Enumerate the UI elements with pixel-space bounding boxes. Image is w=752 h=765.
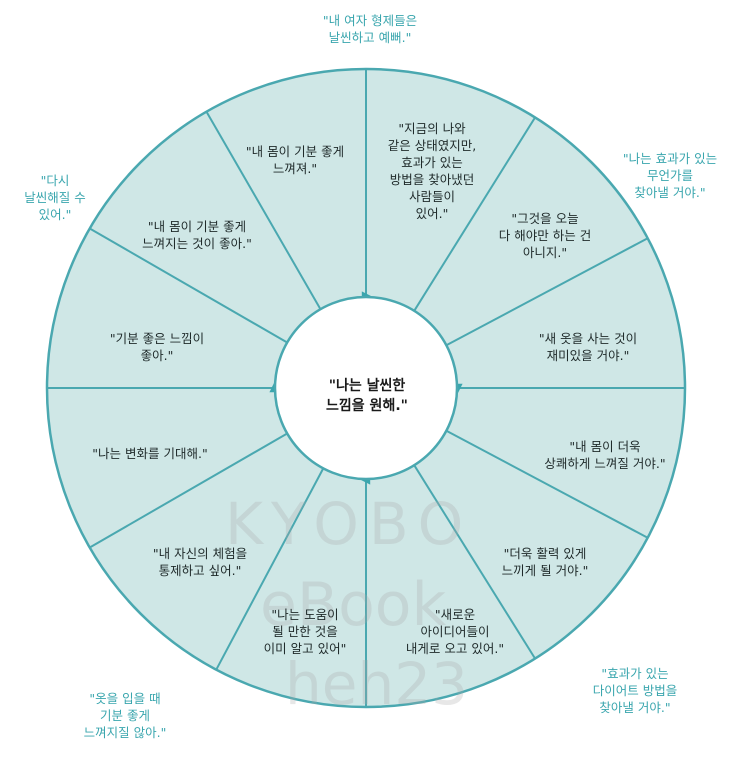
segment-12-text: "내 몸이 기분 좋게 느껴져."	[245, 144, 345, 176]
wheel-spoke-2	[413, 116, 536, 312]
wheel-spoke-6	[413, 464, 536, 660]
outer-quote-top-left: "다시 날씬해질 수 있어."	[24, 173, 86, 222]
watermark-kyobo: KYOBO	[225, 490, 474, 558]
outer-quote-top-right: "나는 효과가 있는 무언가를 찾아낼 거야."	[622, 151, 718, 200]
segment-8-text: "내 자신의 체험을 통제하고 싶어."	[152, 546, 248, 578]
segment-5-text: "더욱 활력 있게 느끼게 될 거야."	[501, 546, 589, 578]
wheel-spoke-8	[215, 467, 325, 671]
segment-7-text: "나는 도움이 될 만한 것을 이미 알고 있어"	[263, 607, 347, 656]
outer-quote-top: "내 여자 형제들은 날씬하고 예뻐."	[322, 13, 418, 45]
outer-quote-bottom-left: "옷을 입을 때 기분 좋게 느껴지질 않아."	[83, 691, 167, 740]
wheel-spoke-5	[445, 429, 649, 539]
wheel-spokes	[47, 69, 685, 707]
wheel-spoke-9	[89, 432, 288, 549]
segment-2-text: "그것을 오늘 다 해야만 하는 건 아니지."	[498, 211, 592, 260]
segment-10-text: "기분 좋은 느낌이 좋아."	[109, 331, 205, 363]
segment-1-text: "지금의 나와 같은 상태였지만, 효과가 있는 방법을 찾아냈던 사람들이 있…	[387, 121, 477, 221]
wheel-center-circle	[273, 295, 459, 481]
outer-quote-bottom-right: "효과가 있는 다이어트 방법을 찾아낼 거야."	[592, 666, 678, 715]
wheel-spoke-12	[205, 111, 322, 310]
segment-6-text: "새로운 아이디어들이 내게로 오고 있어."	[405, 607, 505, 656]
wheel-spoke-3	[445, 237, 649, 347]
wheel-spoke-11	[89, 227, 288, 344]
segment-9-text: "나는 변화를 기대해."	[92, 446, 208, 461]
segment-11-text: "내 몸이 기분 좋게 느껴지는 것이 좋아."	[142, 219, 252, 251]
watermark-ebook: eBook	[260, 570, 447, 640]
watermark-heh23: heh23	[285, 650, 469, 718]
segment-3-text: "새 옷을 사는 것이 재미있을 거야."	[538, 331, 638, 363]
segment-4-text: "내 몸이 더욱 상쾌하게 느껴질 거야."	[544, 439, 666, 471]
center-thought: "나는 날씬한 느낌을 원해."	[326, 378, 408, 414]
